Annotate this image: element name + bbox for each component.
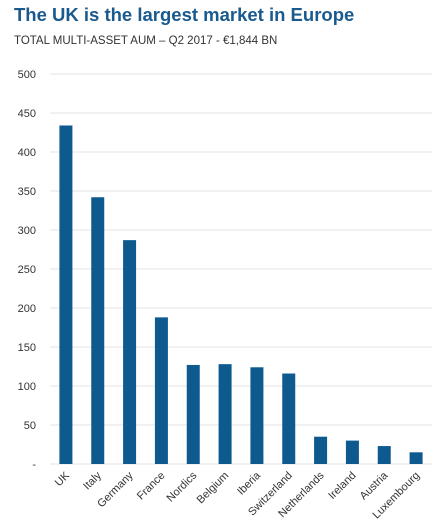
- y-tick-label: 150: [18, 342, 36, 354]
- bars: [59, 125, 423, 465]
- bar-iberia: [250, 367, 264, 464]
- x-tick-label: Italy: [81, 469, 104, 492]
- bar-austria: [377, 446, 391, 464]
- y-tick-label: 50: [24, 420, 36, 432]
- bar-belgium: [218, 364, 232, 464]
- bar-switzerland: [282, 373, 296, 464]
- x-tick-label: France: [135, 470, 168, 503]
- y-tick-label: 350: [18, 186, 36, 198]
- chart-subtitle: TOTAL MULTI-ASSET AUM – Q2 2017 - €1,844…: [14, 35, 278, 47]
- y-tick-label: 450: [18, 108, 36, 120]
- x-tick-label: Iberia: [235, 469, 264, 498]
- x-tick-label: UK: [53, 469, 73, 489]
- bar-germany: [123, 240, 137, 464]
- y-tick-label: 400: [18, 147, 36, 159]
- y-tick-label: -: [32, 459, 36, 471]
- bar-uk: [59, 125, 73, 464]
- bar-nordics: [186, 364, 200, 464]
- bar-france: [154, 317, 168, 464]
- bar-netherlands: [314, 436, 328, 464]
- y-tick-label: 250: [18, 264, 36, 276]
- x-tick-label: Ireland: [326, 470, 358, 502]
- x-tick-label: Nordics: [165, 469, 200, 504]
- gridlines: [50, 73, 432, 465]
- bar-italy: [91, 197, 105, 465]
- y-tick-label: 200: [18, 303, 36, 315]
- bar-ireland: [345, 440, 359, 464]
- y-tick-label: 100: [18, 381, 36, 393]
- x-tick-label: Belgium: [195, 470, 232, 507]
- y-tick-label: 300: [18, 225, 36, 237]
- x-tick-label: Germany: [95, 469, 136, 510]
- y-tick-label: 500: [18, 69, 36, 81]
- bar-luxembourg: [409, 452, 423, 464]
- y-axis-ticks: - 50 100 150 200 250 300 350 400 450 500: [18, 69, 37, 471]
- chart-title: The UK is the largest market in Europe: [14, 4, 355, 25]
